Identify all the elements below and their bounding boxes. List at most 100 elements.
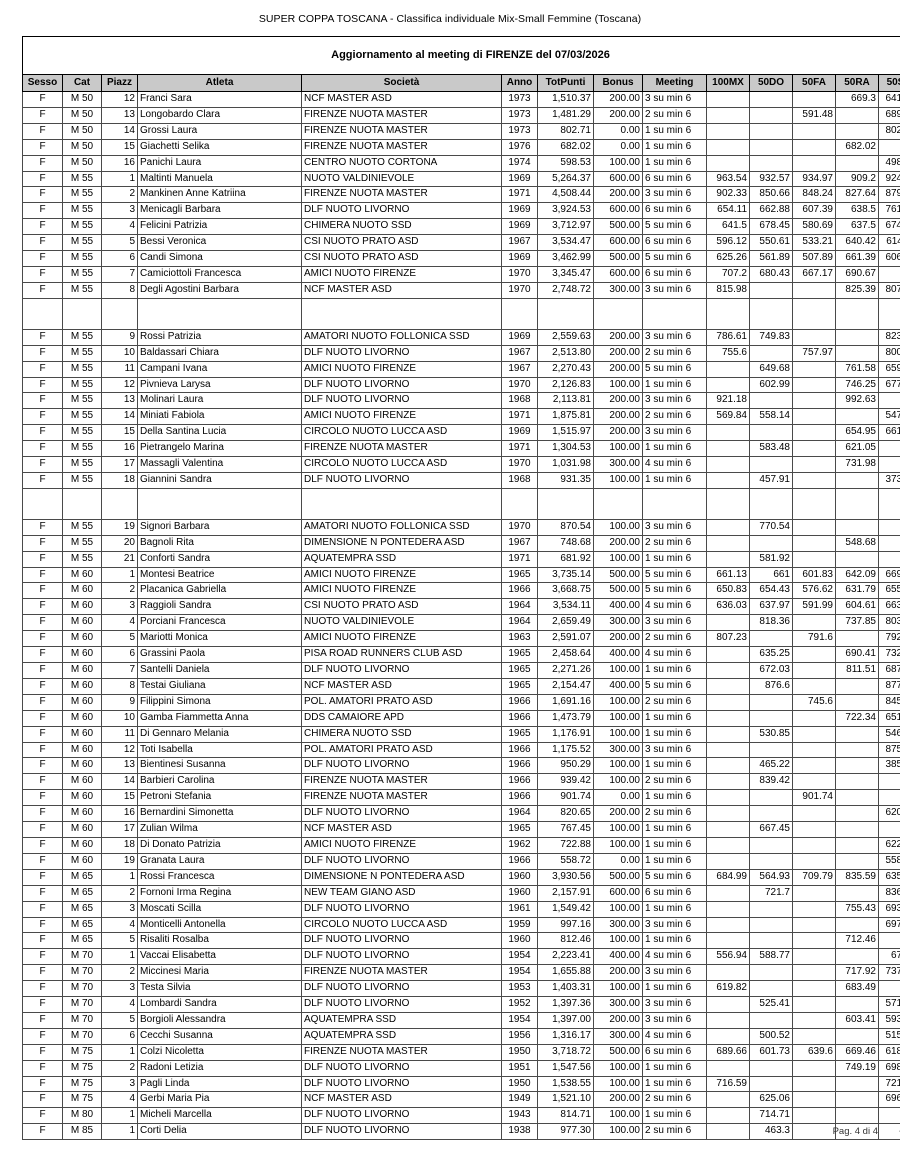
cell-atleta: Massagli Valentina (137, 456, 302, 473)
cell-cat: M 55 (62, 202, 102, 220)
cell-cat: M 60 (62, 836, 102, 854)
cell-piazz: 1 (101, 1123, 138, 1141)
cell-atleta: Raggioli Sandra (137, 598, 302, 616)
cell-mx100 (706, 154, 750, 172)
col-header-bonus: Bonus (593, 74, 643, 92)
cell-piazz: 17 (101, 456, 138, 473)
cell-totpunti: 2,458.64 (537, 646, 594, 663)
cell-ra50: 548.68 (835, 534, 879, 552)
cell-piazz: 18 (101, 471, 138, 489)
cell-anno: 1965 (501, 725, 538, 743)
cell-sl50 (877, 1107, 900, 1125)
cell-meeting: 1 su min 6 (642, 1107, 707, 1125)
cell-cat: M 75 (62, 1091, 102, 1109)
cell-ra50: 604.61 (835, 598, 879, 616)
cell-anno: 1973 (501, 91, 538, 108)
cell-atleta: Lombardi Sandra (137, 996, 302, 1013)
cell-cat: M 65 (62, 884, 102, 902)
col-header-100mx: 100MX (706, 74, 750, 92)
cell-piazz: 13 (101, 392, 138, 410)
cell-sl50: 698.37 (877, 1059, 900, 1077)
cell-societa: AQUATEMPRA SSD (301, 1027, 502, 1045)
cell-sesso: F (22, 471, 63, 489)
cell-anno: 1970 (501, 518, 538, 536)
cell-societa: DDS CAMAIORE APD (301, 709, 502, 727)
cell-ra50: 690.41 (835, 646, 879, 663)
cell-atleta: Bernardini Simonetta (137, 805, 302, 823)
cell-totpunti (537, 297, 594, 330)
cell-sl50: 800.23 (877, 344, 900, 362)
cell-do50: 721.7 (749, 884, 793, 902)
cell-atleta (137, 487, 302, 520)
cell-totpunti: 2,659.49 (537, 614, 594, 632)
cell-totpunti (537, 487, 594, 520)
cell-fa50 (792, 440, 836, 458)
cell-mx100: 807.23 (706, 630, 750, 648)
cell-sl50: 697.16 (877, 916, 900, 934)
cell-sl50: 635.26 (877, 868, 900, 886)
cell-cat: M 55 (62, 170, 102, 188)
table-spacer-row (22, 487, 900, 520)
cell-sesso: F (22, 1107, 63, 1125)
cell-do50 (749, 154, 793, 172)
cell-do50: 635.25 (749, 646, 793, 663)
cell-atleta: Colzi Nicoletta (137, 1043, 302, 1061)
cell-sesso: F (22, 344, 63, 362)
cell-cat: M 65 (62, 868, 102, 886)
cell-totpunti: 1,521.10 (537, 1091, 594, 1109)
cell-societa: FIRENZE NUOTA MASTER (301, 186, 502, 204)
cell-cat: M 85 (62, 1123, 102, 1141)
cell-bonus: 600.00 (593, 265, 643, 283)
cell-ra50 (835, 344, 879, 362)
cell-bonus: 100.00 (593, 757, 643, 775)
cell-meeting: 5 su min 6 (642, 566, 707, 584)
cell-piazz: 21 (101, 550, 138, 568)
cell-sl50 (877, 487, 900, 520)
cell-sesso: F (22, 1075, 63, 1093)
cell-totpunti: 4,508.44 (537, 186, 594, 204)
cell-cat: M 60 (62, 614, 102, 632)
cell-piazz: 2 (101, 186, 138, 204)
cell-societa: DLF NUOTO LIVORNO (301, 996, 502, 1013)
cell-fa50 (792, 725, 836, 743)
cell-sesso: F (22, 980, 63, 998)
cell-mx100 (706, 646, 750, 663)
cell-cat: M 55 (62, 471, 102, 489)
cell-societa: FIRENZE NUOTA MASTER (301, 440, 502, 458)
cell-sesso: F (22, 741, 63, 759)
cell-do50 (749, 805, 793, 823)
cell-meeting: 2 su min 6 (642, 408, 707, 426)
cell-anno: 1971 (501, 550, 538, 568)
cell-piazz: 8 (101, 677, 138, 695)
cell-ra50 (835, 550, 879, 568)
cell-ra50: 669.3 (835, 91, 879, 108)
cell-societa: FIRENZE NUOTA MASTER (301, 964, 502, 982)
cell-totpunti: 1,176.91 (537, 725, 594, 743)
cell-sl50: 663.51 (877, 598, 900, 616)
cell-bonus: 500.00 (593, 582, 643, 600)
cell-sl50: 593.59 (877, 1011, 900, 1029)
cell-atleta: Moscati Scilla (137, 900, 302, 918)
cell-bonus: 0.00 (593, 138, 643, 156)
cell-cat: M 55 (62, 344, 102, 362)
cell-atleta: Rossi Patrizia (137, 328, 302, 346)
cell-meeting: 5 su min 6 (642, 250, 707, 267)
cell-totpunti: 1,031.98 (537, 456, 594, 473)
cell-atleta: Radoni Letizia (137, 1059, 302, 1077)
cell-do50 (749, 1011, 793, 1029)
cell-atleta: Cecchi Susanna (137, 1027, 302, 1045)
cell-anno: 1950 (501, 1075, 538, 1093)
cell-totpunti: 1,397.00 (537, 1011, 594, 1029)
cell-totpunti: 2,113.81 (537, 392, 594, 410)
cell-meeting: 4 su min 6 (642, 646, 707, 663)
cell-fa50 (792, 932, 836, 950)
cell-do50 (749, 836, 793, 854)
cell-ra50: 640.42 (835, 234, 879, 252)
